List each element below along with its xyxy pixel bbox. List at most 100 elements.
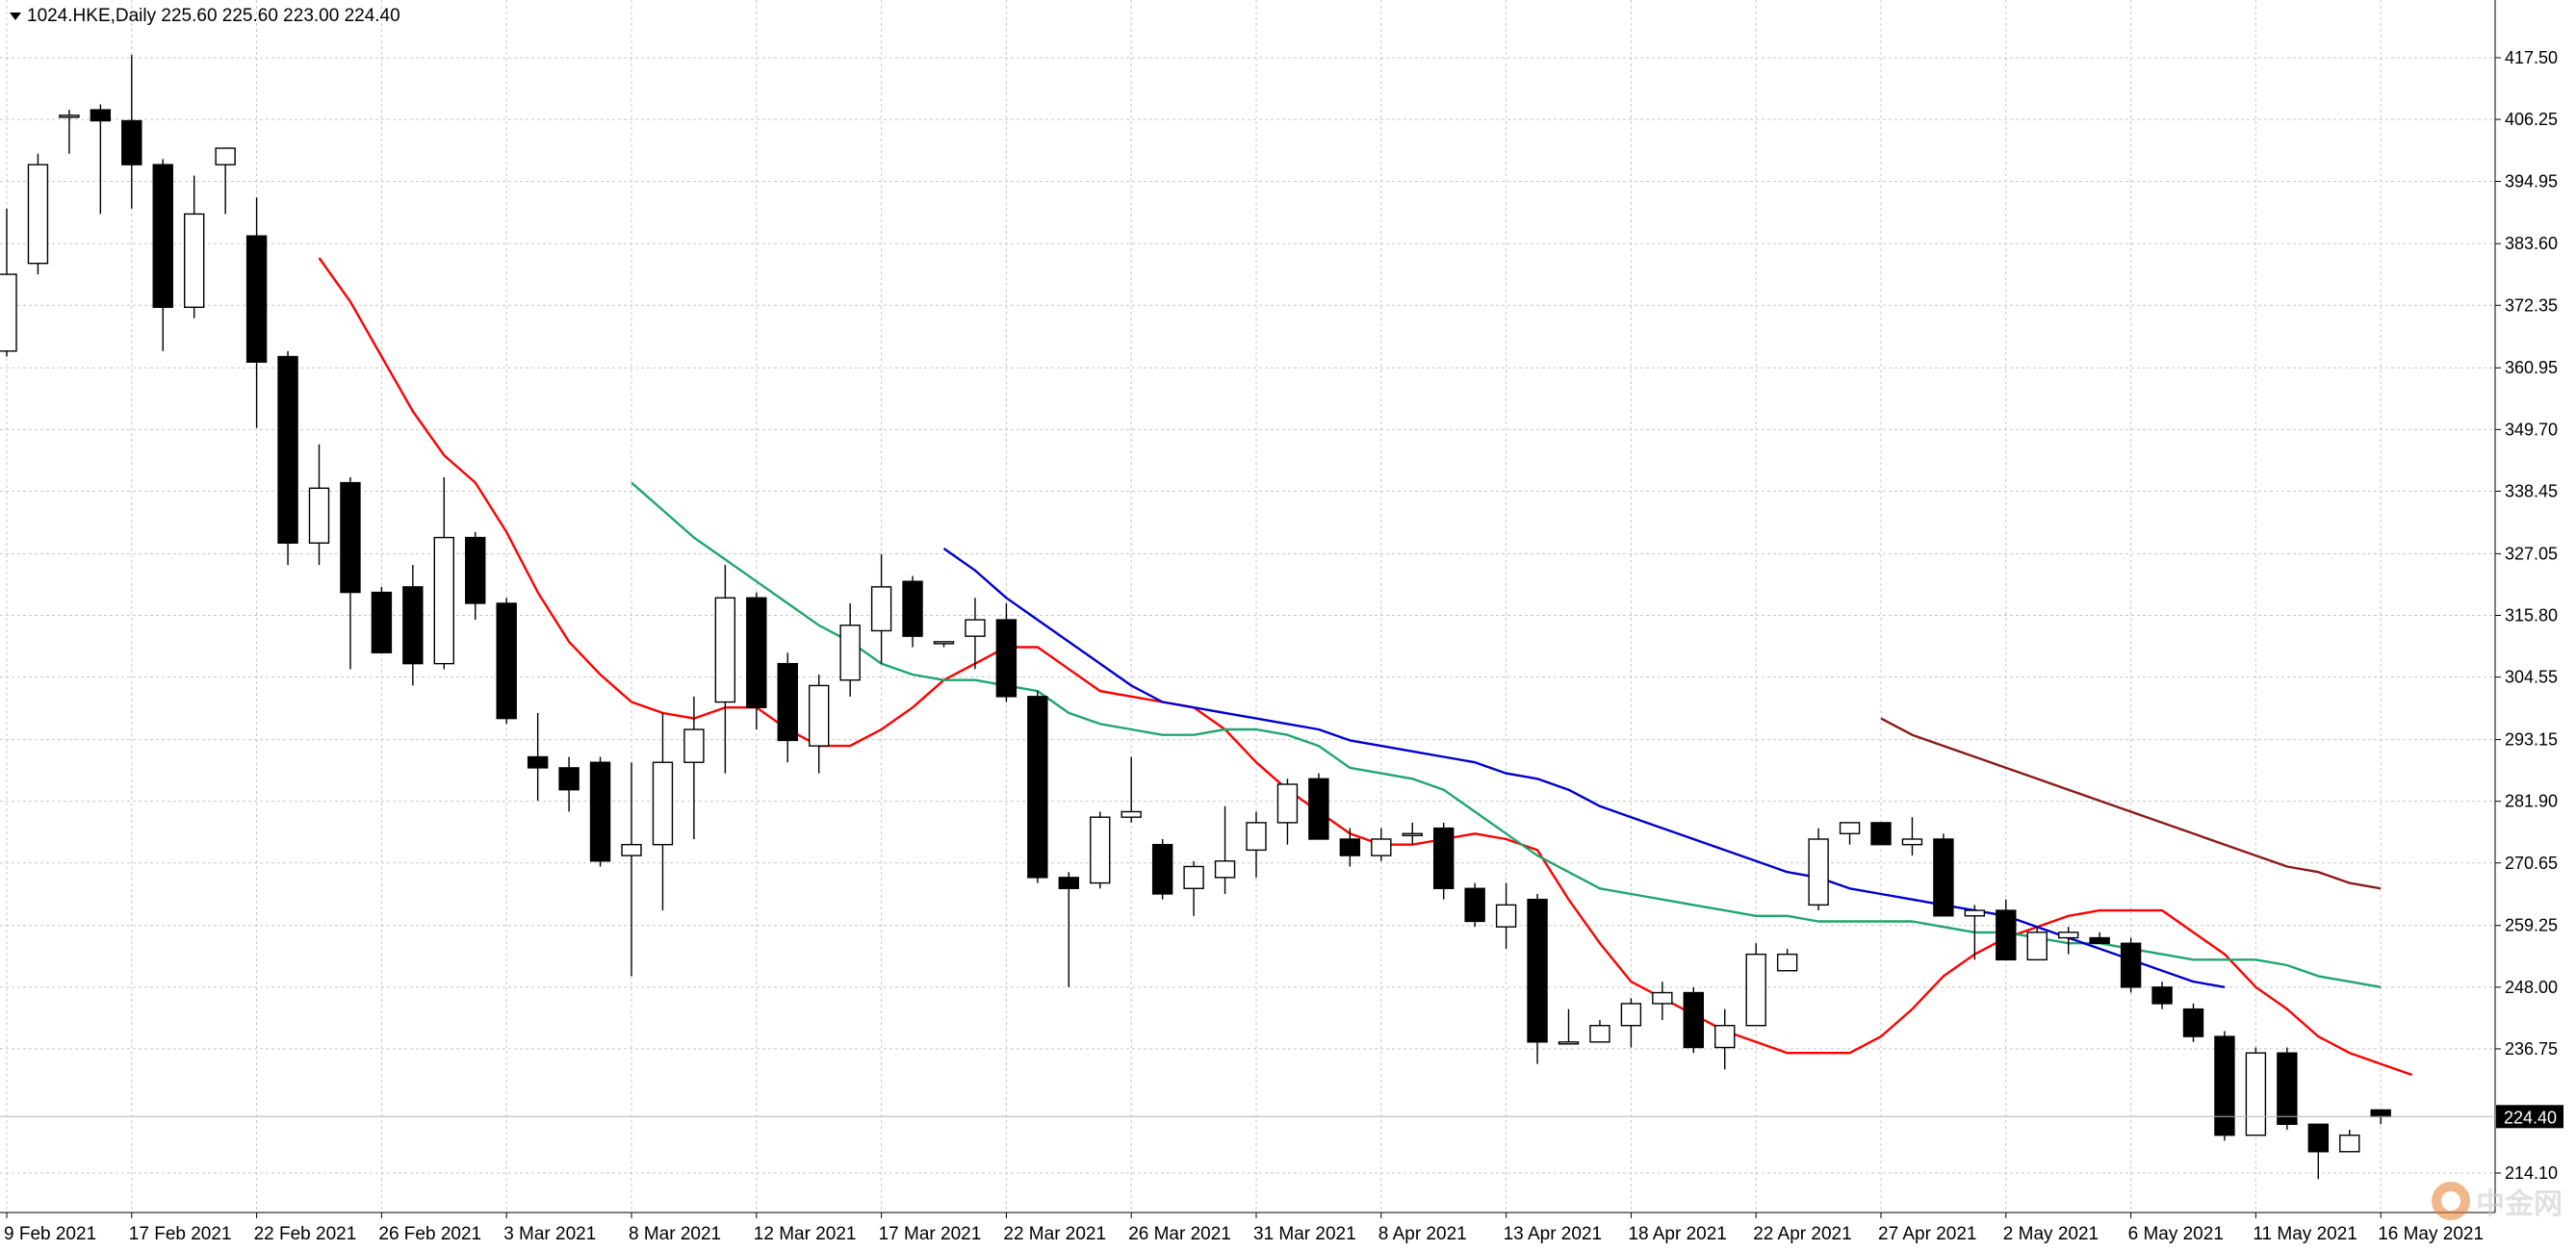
candle-body (121, 119, 142, 166)
candle-body (1652, 991, 1673, 1005)
y-tick-label: 248.00 (2505, 978, 2558, 997)
candle-body (308, 487, 330, 544)
x-tick-label: 22 Apr 2021 (1753, 1224, 1851, 1244)
candle-body (1214, 860, 1236, 879)
chart-header-label: 1024.HKE,Daily 225.60 225.60 223.00 224.… (27, 6, 400, 26)
candle (902, 575, 923, 648)
candle-body (0, 273, 17, 352)
candle (1495, 882, 1517, 949)
candle-body (1432, 827, 1455, 889)
candle-body (1151, 843, 1173, 895)
candle (1933, 833, 1954, 917)
candle (308, 444, 330, 566)
candle (2277, 1047, 2298, 1130)
candle-body (1776, 953, 1798, 972)
candle (1402, 822, 1423, 845)
x-tick-label: 8 Mar 2021 (629, 1224, 721, 1244)
candle (965, 598, 986, 670)
candle (1870, 822, 1892, 846)
candle-body (2307, 1123, 2330, 1153)
candle (1652, 982, 1673, 1021)
candle (746, 592, 767, 730)
y-tick-label: 327.05 (2505, 544, 2558, 563)
candle (777, 652, 798, 763)
candle (621, 762, 642, 977)
candle-body (1121, 810, 1142, 818)
candle-body (433, 536, 454, 665)
candle (589, 756, 611, 867)
y-tick-label: 406.25 (2505, 110, 2558, 129)
candle-body (589, 761, 611, 862)
candle (371, 586, 393, 653)
candle (1058, 872, 1080, 987)
candle-body (1996, 909, 2017, 961)
current-price-label: 224.40 (2504, 1108, 2557, 1127)
candle-body (1058, 877, 1080, 889)
candle (1745, 943, 1766, 1027)
candle (215, 147, 236, 215)
candle-body (1589, 1025, 1610, 1043)
candle (183, 175, 205, 319)
y-tick-label: 281.90 (2505, 792, 2558, 811)
candle (1339, 828, 1361, 867)
candle-body (2339, 1134, 2360, 1153)
candle (2120, 937, 2142, 993)
x-tick-label: 6 May 2021 (2128, 1224, 2224, 1244)
candle (1620, 998, 1642, 1048)
candle (1589, 1020, 1610, 1043)
candle-body (90, 109, 112, 122)
candle-body (1402, 832, 1423, 836)
candle-body (995, 619, 1018, 698)
x-tick-label: 31 Mar 2021 (1253, 1224, 1356, 1244)
candle (1714, 1008, 1736, 1070)
candle (90, 104, 112, 215)
candle-body (1870, 822, 1892, 846)
candle-body (2370, 1109, 2391, 1118)
candle (1464, 882, 1485, 928)
candle (1183, 860, 1204, 916)
candle-body (1808, 838, 1829, 906)
candle (2057, 927, 2079, 955)
candle-body (27, 164, 49, 265)
candle-body (215, 147, 236, 166)
candle-body (777, 662, 798, 742)
y-tick-label: 293.15 (2505, 730, 2558, 750)
x-tick-label: 17 Feb 2021 (129, 1224, 232, 1244)
y-tick-label: 214.10 (2505, 1163, 2558, 1183)
chevron-down-icon[interactable] (10, 12, 21, 20)
candle-body (746, 597, 767, 708)
candle-body (1090, 816, 1111, 884)
candle (1839, 822, 1861, 845)
x-tick-label: 26 Feb 2021 (378, 1224, 481, 1244)
x-tick-label: 8 Apr 2021 (1378, 1224, 1467, 1244)
watermark: 中金网 (2432, 1180, 2563, 1222)
chart-header[interactable]: 1024.HKE,Daily 225.60 225.60 223.00 224.… (10, 6, 400, 27)
candle (1214, 805, 1236, 894)
x-tick-label: 9 Feb 2021 (4, 1224, 96, 1244)
y-tick-label: 417.50 (2505, 48, 2558, 67)
candle (527, 712, 549, 802)
x-tick-label: 3 Mar 2021 (503, 1224, 596, 1244)
x-tick-label: 17 Mar 2021 (879, 1224, 982, 1244)
x-tick-label: 13 Apr 2021 (1504, 1224, 1602, 1244)
y-tick-label: 338.45 (2505, 481, 2558, 500)
candle-body (714, 597, 736, 703)
candle-body (1714, 1025, 1736, 1049)
candle (683, 696, 705, 839)
candle-body (1027, 696, 1048, 879)
candle-body (621, 843, 642, 856)
candle (2214, 1031, 2235, 1141)
candle-body (1527, 898, 1548, 1043)
candle (465, 531, 486, 621)
candle-body (1683, 991, 1705, 1049)
candle-body (902, 580, 923, 637)
candle (1371, 828, 1392, 861)
watermark-logo-icon (2432, 1182, 2470, 1220)
candle (995, 602, 1018, 702)
candles (0, 55, 2391, 1180)
candle-body (2026, 932, 2048, 961)
candle (1308, 773, 1329, 840)
y-tick-label: 360.95 (2505, 358, 2558, 377)
candle (152, 159, 173, 351)
